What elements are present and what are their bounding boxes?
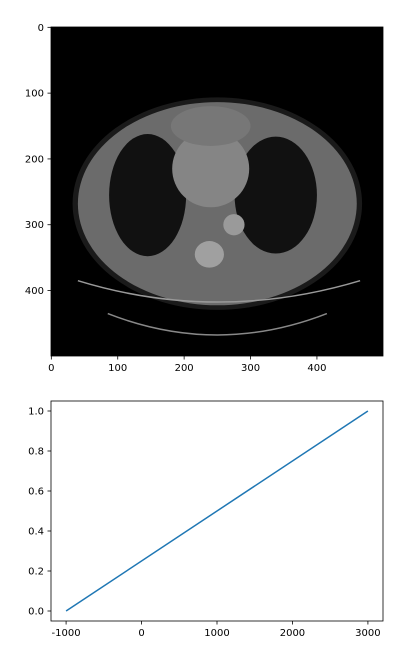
x-tick-label: 100 xyxy=(108,363,127,374)
y-tick-label: 0.4 xyxy=(28,527,44,538)
axes-frame xyxy=(50,400,384,622)
x-tick-label: 400 xyxy=(307,363,326,374)
x-tick-label: 200 xyxy=(175,363,194,374)
scan-table xyxy=(107,312,328,336)
y-tick-label: 300 xyxy=(25,220,44,231)
scan-heart xyxy=(172,130,250,208)
x-tick-label: -1000 xyxy=(52,628,81,639)
axes-frame xyxy=(50,26,384,357)
scan-aorta xyxy=(223,214,245,236)
scan-table xyxy=(77,279,361,303)
y-tick-label: 200 xyxy=(25,154,44,165)
y-tick-label: 0.8 xyxy=(28,447,44,458)
scan-lung xyxy=(109,134,187,257)
y-tick-label: 0.2 xyxy=(28,567,44,578)
scan-spine xyxy=(194,241,224,268)
x-tick-label: 3000 xyxy=(355,628,380,639)
y-tick-label: 0.0 xyxy=(28,607,44,618)
x-tick-label: 0 xyxy=(48,363,54,374)
x-tick-label: 2000 xyxy=(280,628,305,639)
y-tick-label: 1.0 xyxy=(28,407,44,418)
x-tick-label: 300 xyxy=(241,363,260,374)
y-tick-label: 100 xyxy=(25,89,44,100)
scan-mediastinum xyxy=(170,106,251,146)
x-tick-label: 1000 xyxy=(204,628,229,639)
y-tick-label: 0 xyxy=(38,23,44,34)
y-tick-label: 400 xyxy=(25,286,44,297)
line xyxy=(65,410,369,612)
scan-lung xyxy=(234,136,317,254)
y-tick-label: 0.6 xyxy=(28,487,44,498)
x-tick-label: 0 xyxy=(138,628,144,639)
